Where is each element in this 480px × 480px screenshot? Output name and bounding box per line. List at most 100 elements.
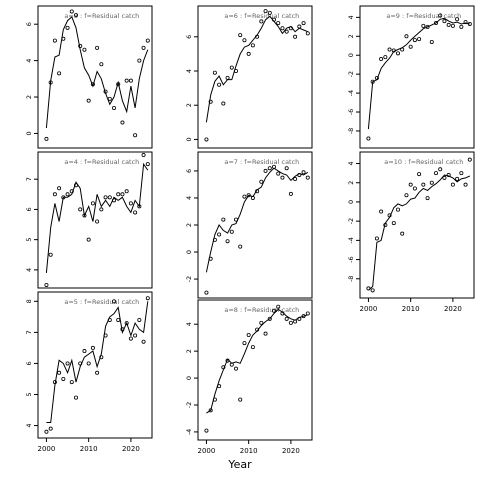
y-tick-label: -2	[185, 276, 193, 282]
observed-point	[133, 133, 138, 138]
observed-point	[86, 361, 91, 366]
observed-point	[86, 98, 91, 103]
observed-point	[425, 196, 430, 201]
observed-point	[65, 25, 70, 30]
observed-point	[238, 397, 243, 402]
observed-point	[57, 370, 62, 375]
observed-point	[305, 31, 310, 36]
panel-frame	[197, 299, 313, 441]
observed-point	[124, 189, 129, 194]
observed-point	[259, 179, 264, 184]
y-tick-label: -6	[347, 109, 355, 115]
observed-point	[204, 290, 209, 295]
observed-point	[250, 43, 255, 48]
observed-point	[379, 209, 384, 214]
observed-point	[82, 213, 87, 218]
observed-point	[128, 78, 133, 83]
observed-point	[137, 204, 142, 209]
observed-point	[250, 195, 255, 200]
observed-point	[263, 331, 268, 336]
fitted-line	[367, 17, 470, 130]
observed-point	[208, 408, 213, 413]
observed-point	[221, 101, 226, 106]
panel-label: a=9 : f=Residual catch	[386, 12, 461, 20]
panel-label: a=7 : f=Residual catch	[224, 158, 299, 166]
observed-point	[208, 99, 213, 104]
observed-point	[467, 21, 472, 26]
observed-point	[442, 175, 447, 180]
panel-label: a=4 : f=Residual catch	[64, 158, 139, 166]
observed-point	[242, 341, 247, 346]
observed-point	[69, 380, 74, 385]
observed-point	[374, 75, 379, 80]
observed-point	[90, 345, 95, 350]
observed-point	[412, 186, 417, 191]
observed-point	[238, 33, 243, 38]
observed-point	[408, 44, 413, 49]
observed-point	[95, 45, 100, 50]
panel-label: a=8 : f=Residual catch	[224, 306, 299, 314]
observed-point	[255, 189, 260, 194]
observed-point	[107, 195, 112, 200]
observed-point	[421, 182, 426, 187]
observed-point	[288, 26, 293, 31]
observed-point	[133, 333, 138, 338]
observed-point	[305, 311, 310, 316]
x-tick-label: 2020	[282, 447, 300, 455]
observed-point	[267, 166, 272, 171]
observed-point	[246, 332, 251, 337]
observed-point	[107, 317, 112, 322]
observed-point	[120, 120, 125, 125]
observed-point	[450, 23, 455, 28]
observed-point	[65, 192, 70, 197]
panel-a-6: a=6 : f=Residual catch 0 2 4 6	[185, 5, 313, 149]
observed-point	[395, 51, 400, 56]
observed-point	[233, 217, 238, 222]
y-tick-label: 2	[185, 103, 193, 107]
observed-point	[141, 339, 146, 344]
observed-point	[267, 316, 272, 321]
observed-point	[52, 192, 57, 197]
fitted-line	[45, 162, 149, 273]
y-tick-label: -4	[185, 429, 193, 435]
observed-point	[99, 207, 104, 212]
y-tick-label: -4	[347, 237, 355, 243]
observed-point	[284, 29, 289, 34]
observed-point	[229, 65, 234, 70]
observed-point	[387, 47, 392, 52]
observed-point	[74, 13, 79, 18]
y-tick-label: 4	[185, 69, 193, 73]
observed-point	[259, 320, 264, 325]
y-tick-label: 6	[185, 169, 193, 173]
observed-point	[86, 237, 91, 242]
observed-point	[103, 333, 108, 338]
observed-point	[446, 22, 451, 27]
observed-point	[366, 286, 371, 291]
observed-point	[61, 376, 66, 381]
y-tick-label: -2	[347, 71, 355, 77]
observed-point	[271, 17, 276, 22]
observed-point	[44, 282, 49, 287]
observed-point	[276, 304, 281, 309]
observed-point	[400, 47, 405, 52]
observed-point	[455, 17, 460, 22]
y-tick-label: 2	[25, 95, 33, 99]
y-tick-label: 4	[347, 161, 355, 165]
observed-point	[44, 136, 49, 141]
y-tick-label: 0	[185, 376, 193, 380]
observed-point	[259, 19, 264, 24]
panel-frame	[197, 5, 313, 149]
observed-point	[112, 105, 117, 110]
observed-point	[212, 397, 217, 402]
fitted-line	[205, 15, 308, 123]
observed-point	[99, 355, 104, 360]
observed-point	[379, 57, 384, 62]
observed-point	[229, 229, 234, 234]
observed-point	[217, 232, 222, 237]
observed-point	[429, 39, 434, 44]
observed-point	[208, 256, 213, 261]
observed-point	[293, 34, 298, 39]
observed-point	[455, 176, 460, 181]
x-tick-label: 2000	[360, 305, 378, 313]
observed-point	[301, 314, 306, 319]
